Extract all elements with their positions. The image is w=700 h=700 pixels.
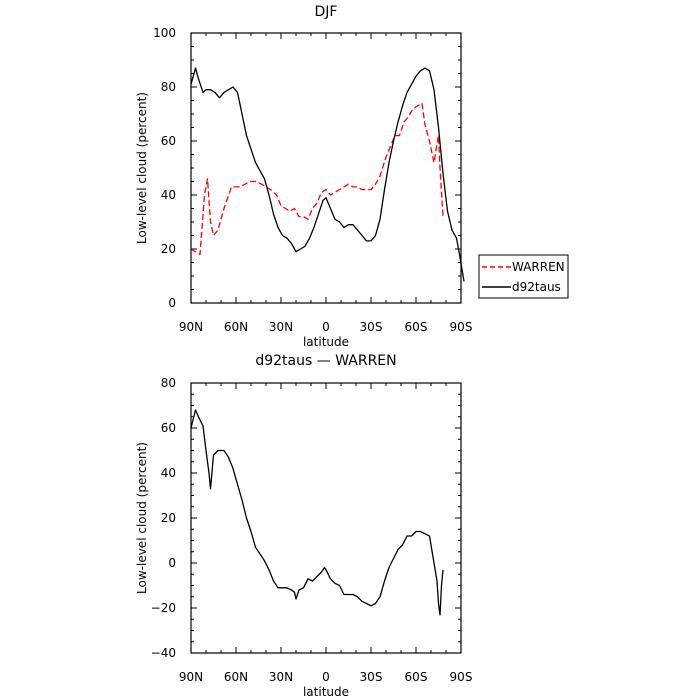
- d92taus-series-line: [190, 67, 465, 282]
- plot-frame: [190, 32, 462, 304]
- x-tick-label: 90S: [450, 320, 473, 334]
- panel-difference: d92taus — WARREN 90N 60N 30N 0 30S 60S 90S −40…: [135, 353, 472, 699]
- y-axis-label: Low-level cloud (percent): [135, 442, 149, 594]
- x-tick-label: 60N: [224, 670, 248, 684]
- x-tick-label: 60N: [224, 320, 248, 334]
- y-tick-label: 80: [161, 80, 176, 94]
- x-tick-label: 30N: [269, 670, 293, 684]
- y-tick-label: −40: [151, 646, 176, 660]
- legend: WARREN d92taus: [478, 254, 569, 299]
- panel-djf: DJF 90N 60N 30N 0 30S 60S 90S 0 20 40 60 80 100 lat…: [135, 4, 472, 349]
- x-tick-label: 0: [322, 670, 330, 684]
- y-tick-label: 80: [161, 376, 176, 390]
- y-tick-label: 60: [161, 134, 176, 148]
- legend-label-d92taus: d92taus: [512, 280, 561, 294]
- y-tick-label: 40: [161, 466, 176, 480]
- legend-label-warren: WARREN: [512, 260, 565, 274]
- x-tick-label: 0: [322, 320, 330, 334]
- x-tick-label: 90S: [450, 670, 473, 684]
- x-tick-label: 30S: [360, 670, 383, 684]
- y-tick-label: 0: [168, 296, 176, 310]
- plot-frame: [190, 382, 462, 654]
- x-tick-label: 90N: [179, 670, 203, 684]
- y-tick-label: 60: [161, 421, 176, 435]
- x-tick-label: 60S: [405, 670, 428, 684]
- legend-box: [478, 254, 569, 299]
- y-tick-label: 20: [161, 511, 176, 525]
- panel-title: DJF: [315, 4, 338, 20]
- panel-title: d92taus — WARREN: [255, 353, 396, 369]
- x-axis-label: latitude: [303, 685, 349, 699]
- x-tick-label: 30S: [360, 320, 383, 334]
- y-tick-label: 100: [153, 26, 176, 40]
- difference-series-line: [190, 409, 444, 616]
- x-tick-label: 30N: [269, 320, 293, 334]
- warren-series-line: [190, 102, 444, 256]
- x-tick-label: 60S: [405, 320, 428, 334]
- y-tick-label: 0: [168, 556, 176, 570]
- y-tick-label: −20: [151, 601, 176, 615]
- y-tick-label: 40: [161, 188, 176, 202]
- y-axis-label: Low-level cloud (percent): [135, 92, 149, 244]
- y-tick-label: 20: [161, 242, 176, 256]
- x-axis-label: latitude: [303, 335, 349, 349]
- x-tick-label: 90N: [179, 320, 203, 334]
